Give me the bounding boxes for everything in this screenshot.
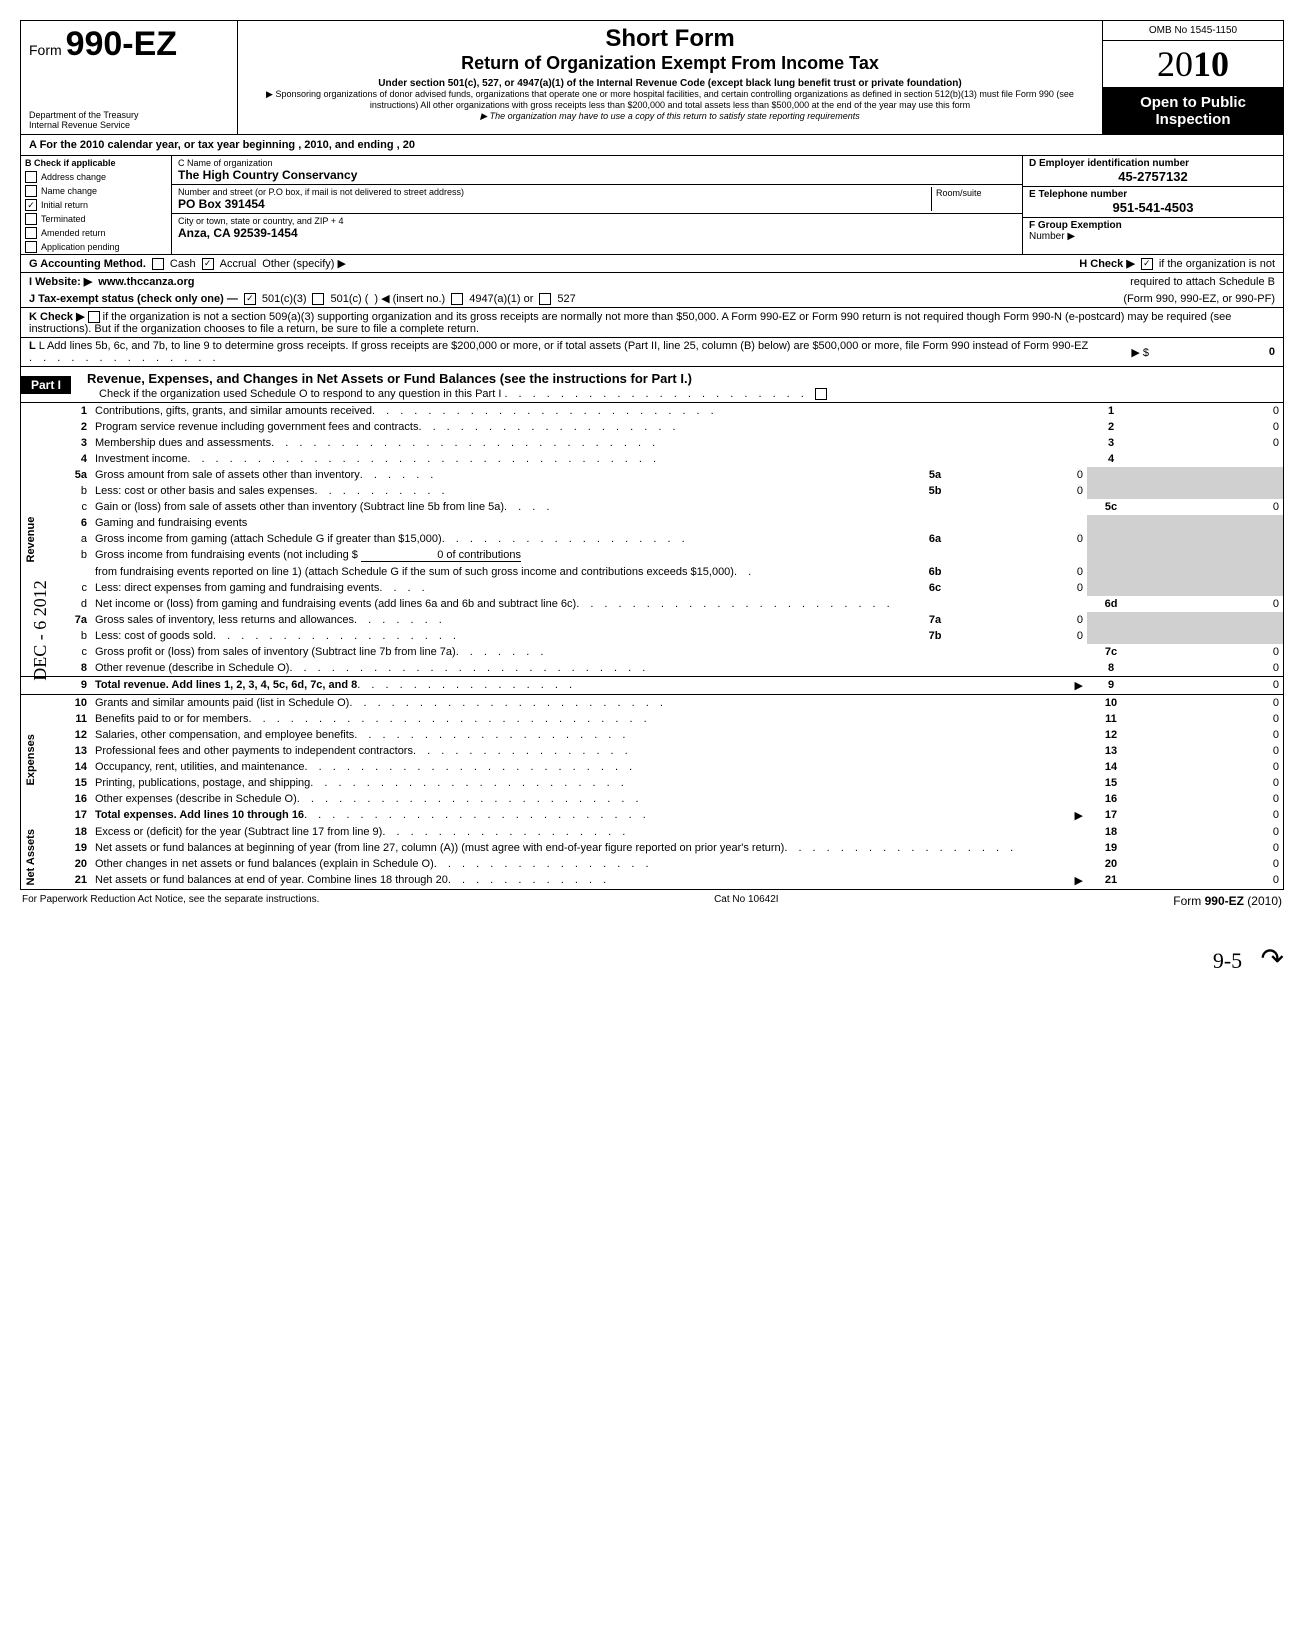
footer-left: For Paperwork Reduction Act Notice, see … xyxy=(22,894,319,908)
chk-accrual[interactable]: ✓ xyxy=(202,258,214,270)
form-header: Form 990-EZ Department of the Treasury I… xyxy=(20,20,1284,135)
part1-header-row: Part I Revenue, Expenses, and Changes in… xyxy=(20,367,1284,403)
val-5a: 0 xyxy=(959,467,1087,483)
chk-part1-schedule-o[interactable] xyxy=(815,388,827,400)
header-note2: ▶ The organization may have to use a cop… xyxy=(248,111,1092,122)
val-13: 0 xyxy=(1135,743,1284,759)
chk-amended[interactable]: Amended return xyxy=(21,226,171,240)
val-5b: 0 xyxy=(959,483,1087,499)
tel-value: 951-541-4503 xyxy=(1029,200,1277,215)
addr-label: Number and street (or P.O box, if mail i… xyxy=(178,187,931,197)
line-i: I Website: ▶ www.thccanza.org required t… xyxy=(20,273,1284,290)
val-8: 0 xyxy=(1135,660,1284,677)
name-label: C Name of organization xyxy=(178,158,1016,168)
title-return: Return of Organization Exempt From Incom… xyxy=(248,53,1092,74)
subtitle: Under section 501(c), 527, or 4947(a)(1)… xyxy=(248,78,1092,89)
main-table: Revenue 1 Contributions, gifts, grants, … xyxy=(20,403,1284,890)
side-expenses: Expenses xyxy=(21,695,54,825)
chk-501c3[interactable]: ✓ xyxy=(244,293,256,305)
col-c-org-info: C Name of organization The High Country … xyxy=(172,156,1022,254)
tel-cell: E Telephone number 951-541-4503 xyxy=(1023,187,1283,218)
chk-name-change[interactable]: Name change xyxy=(21,184,171,198)
col-b-checkboxes: B Check if applicable Address change Nam… xyxy=(21,156,172,254)
part1-title: Revenue, Expenses, and Changes in Net As… xyxy=(79,369,1275,388)
website: www.thccanza.org xyxy=(98,276,194,288)
org-city: Anza, CA 92539-1454 xyxy=(178,226,1016,240)
val-15: 0 xyxy=(1135,775,1284,791)
chk-pending[interactable]: Application pending xyxy=(21,240,171,254)
form-990ez: Form 990-EZ Department of the Treasury I… xyxy=(20,20,1284,976)
col-def: D Employer identification number 45-2757… xyxy=(1022,156,1283,254)
chk-initial-return[interactable]: ✓Initial return xyxy=(21,198,171,212)
part1-label: Part I xyxy=(21,376,71,394)
city-label: City or town, state or country, and ZIP … xyxy=(178,216,1016,226)
chk-line-k[interactable] xyxy=(88,311,100,323)
line-k: K Check ▶ if the organization is not a s… xyxy=(20,308,1284,338)
form-number-big: 990-EZ xyxy=(66,25,178,63)
chk-4947[interactable] xyxy=(451,293,463,305)
chk-527[interactable] xyxy=(539,293,551,305)
val-18: 0 xyxy=(1135,824,1284,840)
chk-501c[interactable] xyxy=(312,293,324,305)
room-label: Room/suite xyxy=(936,188,982,198)
form-number: Form 990-EZ xyxy=(29,25,229,64)
val-6d: 0 xyxy=(1135,596,1284,612)
val-11: 0 xyxy=(1135,711,1284,727)
val-7b: 0 xyxy=(959,628,1087,644)
header-left: Form 990-EZ Department of the Treasury I… xyxy=(21,21,238,134)
val-1: 0 xyxy=(1135,403,1284,419)
line-g-h: G Accounting Method. Cash ✓Accrual Other… xyxy=(20,255,1284,273)
header-center: Short Form Return of Organization Exempt… xyxy=(238,21,1102,134)
val-5c: 0 xyxy=(1135,499,1284,515)
header-note1: ▶ Sponsoring organizations of donor advi… xyxy=(248,89,1092,111)
title-short-form: Short Form xyxy=(248,25,1092,53)
side-netassets: Net Assets xyxy=(21,824,54,890)
side-date-stamp: DEC - 6 2012 xyxy=(30,580,51,681)
line-a: A For the 2010 calendar year, or tax yea… xyxy=(20,135,1284,156)
val-7c: 0 xyxy=(1135,644,1284,660)
ein-cell: D Employer identification number 45-2757… xyxy=(1023,156,1283,187)
footer: For Paperwork Reduction Act Notice, see … xyxy=(20,890,1284,912)
handwritten-note: 9-5 ↷ xyxy=(20,942,1284,976)
ein-value: 45-2757132 xyxy=(1029,169,1277,184)
val-7a: 0 xyxy=(959,612,1087,628)
org-name: The High Country Conservancy xyxy=(178,168,1016,182)
line-j: J Tax-exempt status (check only one) — ✓… xyxy=(20,290,1284,308)
val-14: 0 xyxy=(1135,759,1284,775)
val-19: 0 xyxy=(1135,840,1284,856)
section-bcdef: B Check if applicable Address change Nam… xyxy=(20,156,1284,255)
open-inspection: Open to Public Inspection xyxy=(1103,88,1283,134)
chk-cash[interactable] xyxy=(152,258,164,270)
chk-terminated[interactable]: Terminated xyxy=(21,212,171,226)
val-3: 0 xyxy=(1135,435,1284,451)
footer-right: Form 990-EZ (2010) xyxy=(1173,894,1282,908)
chk-address-change[interactable]: Address change xyxy=(21,170,171,184)
val-9: 0 xyxy=(1135,677,1284,695)
line-l-value: 0 xyxy=(1155,346,1275,358)
org-address: PO Box 391454 xyxy=(178,197,931,211)
dept-treasury: Department of the Treasury Internal Reve… xyxy=(29,110,229,130)
tax-year: 2010 xyxy=(1103,41,1283,88)
val-16: 0 xyxy=(1135,791,1284,807)
val-20: 0 xyxy=(1135,856,1284,872)
footer-center: Cat No 10642I xyxy=(714,894,779,908)
val-6c: 0 xyxy=(959,580,1087,596)
val-12: 0 xyxy=(1135,727,1284,743)
col-b-header: B Check if applicable xyxy=(21,156,171,170)
val-6a: 0 xyxy=(959,531,1087,547)
val-4 xyxy=(1135,451,1284,467)
val-2: 0 xyxy=(1135,419,1284,435)
header-right: OMB No 1545-1150 2010 Open to Public Ins… xyxy=(1102,21,1283,134)
form-label: Form xyxy=(29,42,62,58)
chk-schedule-b[interactable]: ✓ xyxy=(1141,258,1153,270)
val-17: 0 xyxy=(1135,807,1284,824)
group-cell: F Group Exemption Number ▶ xyxy=(1023,218,1283,254)
val-21: 0 xyxy=(1135,872,1284,890)
omb-number: OMB No 1545-1150 xyxy=(1103,21,1283,41)
val-10: 0 xyxy=(1135,695,1284,712)
line-l: L L Add lines 5b, 6c, and 7b, to line 9 … xyxy=(20,338,1284,367)
val-6b: 0 xyxy=(959,564,1087,580)
